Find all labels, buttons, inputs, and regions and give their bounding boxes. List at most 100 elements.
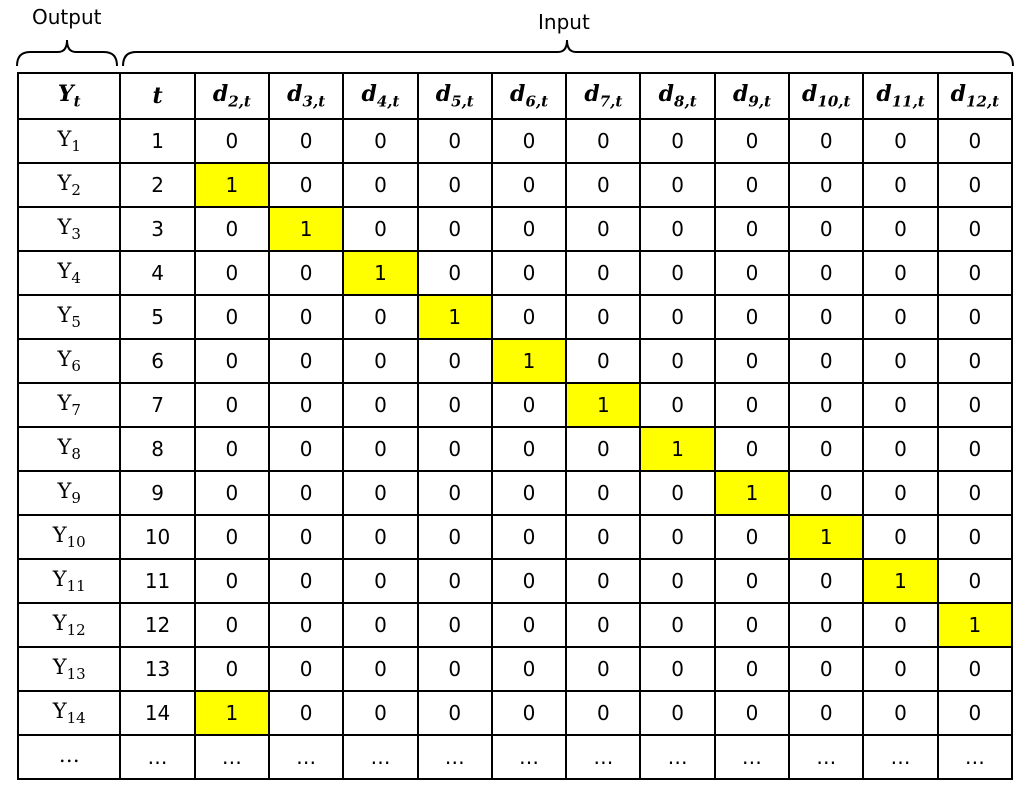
header-dummy-3-subscript: 3,t bbox=[302, 92, 326, 111]
dummy-cell: 0 bbox=[862, 162, 939, 208]
header-dummy-11-base: d bbox=[876, 81, 892, 108]
dummy-cell: 0 bbox=[788, 558, 865, 604]
header-dummy-10: d10,t bbox=[788, 72, 865, 120]
dummy-cell: 0 bbox=[936, 514, 1014, 560]
dummy-cell: 0 bbox=[862, 294, 939, 340]
dummy-cell: … bbox=[490, 734, 568, 780]
dummy-cell: 0 bbox=[936, 206, 1014, 252]
output-cell-subscript: 9 bbox=[71, 489, 81, 508]
dummy-cell: 0 bbox=[639, 294, 716, 340]
dummy-cell: 0 bbox=[193, 514, 271, 560]
output-cell-base: Y bbox=[52, 698, 67, 723]
header-dummy-12-base: d bbox=[950, 81, 967, 108]
header-dummy-2-base: d bbox=[212, 81, 229, 108]
dummy-cell: 0 bbox=[490, 690, 568, 736]
dummy-cell: 0 bbox=[342, 470, 419, 516]
dummy-cell: 0 bbox=[193, 602, 271, 648]
dummy-cell: 0 bbox=[713, 602, 791, 648]
header-row: Yt t d2,t d3,t d4,t d5,t d6,t d7,t d8,t d9,t d10,t… bbox=[16, 72, 1014, 120]
dummy-cell: 0 bbox=[267, 382, 345, 428]
dummy-cell: … bbox=[788, 734, 865, 780]
dummy-cell: 0 bbox=[936, 162, 1014, 208]
output-cell-base: Y bbox=[57, 434, 72, 459]
output-cell-subscript: 2 bbox=[71, 181, 81, 200]
table-row: Y7 7 0 0 0 0 0 1 0 0 0 0 0 bbox=[16, 382, 1014, 428]
dummy-cell: 0 bbox=[490, 602, 568, 648]
dummy-cell: 0 bbox=[862, 514, 939, 560]
output-cell: Y10 bbox=[16, 514, 122, 560]
header-dummy-4-base: d bbox=[361, 81, 377, 108]
output-cell-base: Y bbox=[57, 346, 72, 371]
dummy-cell: 0 bbox=[267, 250, 345, 296]
dummy-cell-highlighted: 1 bbox=[490, 338, 568, 384]
time-cell: 1 bbox=[119, 118, 196, 164]
dummy-cell: 0 bbox=[416, 558, 493, 604]
dummy-cell: 0 bbox=[788, 382, 865, 428]
header-dummy-6: d6,t bbox=[490, 72, 568, 120]
dummy-cell: 0 bbox=[639, 602, 716, 648]
output-cell: Y14 bbox=[16, 690, 122, 736]
header-dummy-2: d2,t bbox=[193, 72, 271, 120]
output-cell: … bbox=[16, 734, 122, 780]
table-row: Y4 4 0 0 1 0 0 0 0 0 0 0 0 bbox=[16, 250, 1014, 296]
output-cell: Y7 bbox=[16, 382, 122, 428]
dummy-cell: 0 bbox=[788, 162, 865, 208]
input-brace bbox=[122, 39, 1014, 67]
dummy-cell: … bbox=[639, 734, 716, 780]
dummy-cell: 0 bbox=[342, 294, 419, 340]
dummy-cell: 0 bbox=[788, 294, 865, 340]
output-cell-subscript: 13 bbox=[66, 665, 86, 684]
dummy-cell: 0 bbox=[490, 646, 568, 692]
dummy-cell: 0 bbox=[713, 426, 791, 472]
dummy-cell: 0 bbox=[788, 646, 865, 692]
output-cell-base: … bbox=[58, 742, 80, 767]
dummy-cell: 0 bbox=[862, 690, 939, 736]
header-output-y-base: Y bbox=[57, 81, 74, 108]
dummy-cell: 0 bbox=[267, 338, 345, 384]
output-group-label: Output bbox=[32, 5, 102, 29]
dummy-cell: 0 bbox=[193, 294, 271, 340]
dummy-cell: 0 bbox=[565, 690, 642, 736]
dummy-cell: 0 bbox=[713, 690, 791, 736]
dummy-cell: 0 bbox=[565, 294, 642, 340]
output-cell: Y3 bbox=[16, 206, 122, 252]
dummy-cell-highlighted: 1 bbox=[936, 602, 1014, 648]
dummy-cell-highlighted: 1 bbox=[416, 294, 493, 340]
dummy-cell: 0 bbox=[267, 294, 345, 340]
dummy-cell: 0 bbox=[936, 690, 1014, 736]
header-dummy-8-subscript: 8,t bbox=[674, 92, 697, 111]
dummy-cell: 0 bbox=[713, 514, 791, 560]
output-cell-subscript: 14 bbox=[66, 709, 86, 728]
time-cell: 14 bbox=[119, 690, 196, 736]
dummy-cell: 0 bbox=[193, 206, 271, 252]
header-dummy-4: d4,t bbox=[342, 72, 419, 120]
table-row: Y8 8 0 0 0 0 0 0 1 0 0 0 0 bbox=[16, 426, 1014, 472]
header-dummy-11-subscript: 11,t bbox=[891, 92, 925, 111]
output-cell-base: Y bbox=[57, 478, 72, 503]
dummy-cell: 0 bbox=[193, 470, 271, 516]
dummy-cell: 0 bbox=[565, 338, 642, 384]
output-cell-subscript: 1 bbox=[71, 137, 81, 156]
header-dummy-12: d12,t bbox=[936, 72, 1014, 120]
dummy-cell: 0 bbox=[639, 646, 716, 692]
dummy-cell: 0 bbox=[193, 558, 271, 604]
dummy-cell: 0 bbox=[639, 558, 716, 604]
dummy-cell: 0 bbox=[416, 602, 493, 648]
dummy-cell: 0 bbox=[267, 602, 345, 648]
dummy-cell: 0 bbox=[416, 690, 493, 736]
time-cell: 4 bbox=[119, 250, 196, 296]
dummy-cell: 0 bbox=[639, 338, 716, 384]
dummy-cell: 0 bbox=[565, 118, 642, 164]
dummy-cell: 0 bbox=[936, 250, 1014, 296]
time-cell: 11 bbox=[119, 558, 196, 604]
dummy-cell: 0 bbox=[639, 382, 716, 428]
time-cell: 6 bbox=[119, 338, 196, 384]
time-cell: 9 bbox=[119, 470, 196, 516]
dummy-cell: 0 bbox=[342, 514, 419, 560]
dummy-cell: … bbox=[936, 734, 1014, 780]
time-cell: 10 bbox=[119, 514, 196, 560]
header-dummy-10-subscript: 10,t bbox=[817, 92, 851, 111]
header-dummy-8: d8,t bbox=[639, 72, 716, 120]
output-cell-base: Y bbox=[52, 654, 67, 679]
time-cell: 2 bbox=[119, 162, 196, 208]
